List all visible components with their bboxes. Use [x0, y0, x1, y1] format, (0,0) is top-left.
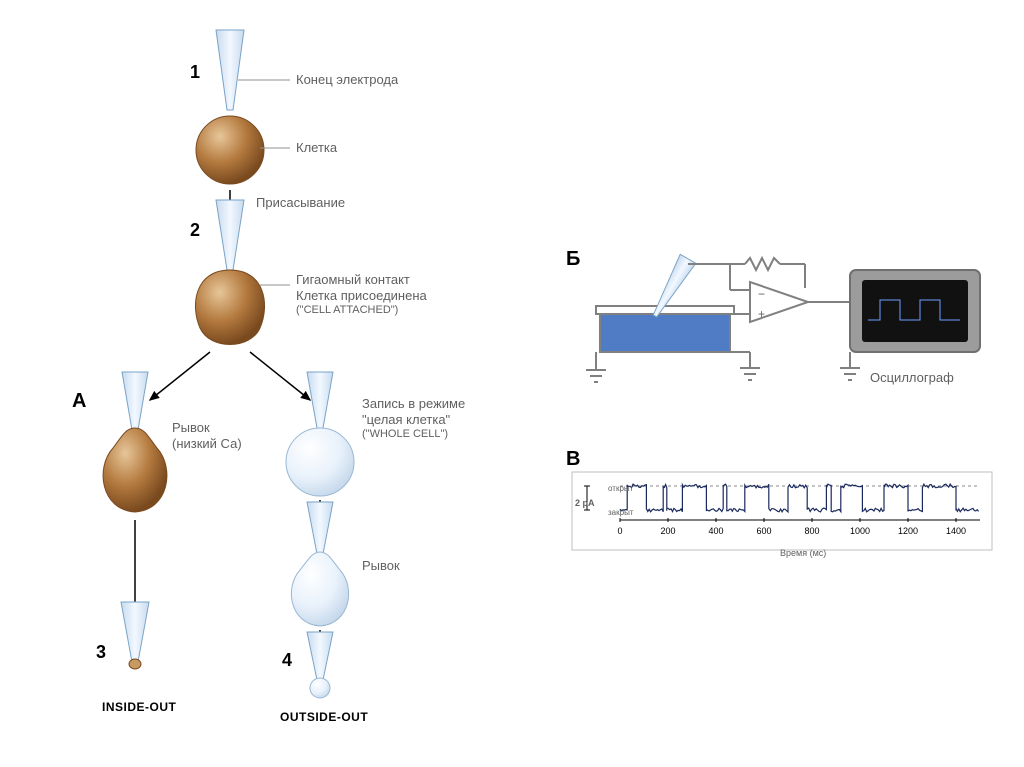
lbl-closed: закрыт — [608, 508, 633, 518]
svg-text:0: 0 — [617, 526, 622, 536]
lbl-xaxis: Время (мс) — [780, 548, 826, 559]
svg-text:400: 400 — [708, 526, 723, 536]
svg-text:1000: 1000 — [850, 526, 870, 536]
lbl-y-unit: 2 pA — [575, 498, 595, 509]
lbl-open: открыт — [608, 484, 633, 494]
panel-c-svg: 0 200 400 600 800 1000 1200 1400 — [0, 0, 1024, 767]
diagram-root: 1 Конец электрода Клетка Присасывание 2 … — [0, 0, 1024, 767]
svg-text:1200: 1200 — [898, 526, 918, 536]
svg-text:800: 800 — [804, 526, 819, 536]
svg-text:1400: 1400 — [946, 526, 966, 536]
svg-text:600: 600 — [756, 526, 771, 536]
svg-text:200: 200 — [660, 526, 675, 536]
